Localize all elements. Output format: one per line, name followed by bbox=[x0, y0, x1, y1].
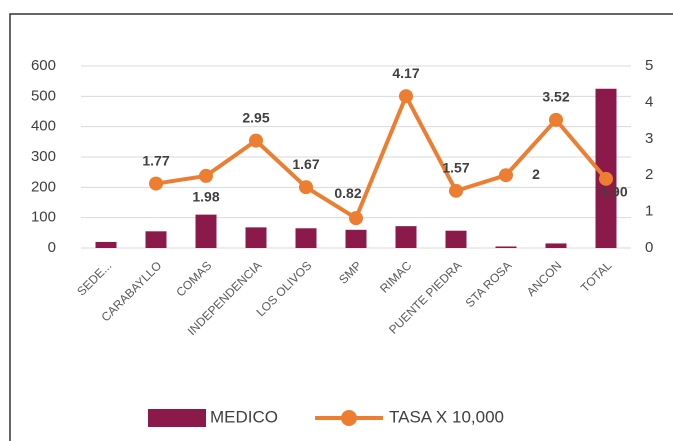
bar bbox=[545, 243, 567, 248]
value-label: 3.52 bbox=[542, 89, 569, 105]
line-marker bbox=[449, 183, 463, 198]
legend-swatch bbox=[341, 410, 357, 426]
line-marker bbox=[199, 168, 213, 183]
line-marker bbox=[249, 133, 263, 148]
bar bbox=[395, 226, 417, 248]
legend-label: TASA X 10,000 bbox=[389, 407, 504, 426]
y-tick-label: 400 bbox=[31, 118, 56, 135]
y2-tick-label: 3 bbox=[645, 130, 653, 147]
x-tick-label: STA ROSA bbox=[463, 258, 515, 310]
line bbox=[155, 94, 608, 221]
x-tick-label: SMP bbox=[336, 258, 364, 286]
x-tick-label: RIMAC bbox=[377, 258, 414, 295]
y-tick-label: 600 bbox=[31, 57, 56, 74]
y2-tick-label: 4 bbox=[645, 93, 653, 110]
line-marker bbox=[549, 112, 563, 127]
line-marker bbox=[399, 89, 413, 104]
legend-label: MEDICO bbox=[210, 407, 278, 426]
bar bbox=[345, 229, 367, 248]
bar bbox=[195, 214, 217, 248]
value-label: 4.17 bbox=[392, 65, 419, 81]
line-marker bbox=[149, 176, 163, 191]
y2-tick-label: 1 bbox=[645, 203, 653, 220]
bar bbox=[295, 228, 317, 248]
y2-tick-label: 2 bbox=[645, 166, 653, 183]
y2-tick-label: 0 bbox=[645, 239, 653, 256]
bar bbox=[245, 227, 267, 248]
value-label: 1.90 bbox=[600, 184, 627, 200]
chart-border bbox=[9, 13, 673, 441]
bar bbox=[145, 231, 167, 248]
x-tick-label: ANCON bbox=[524, 258, 565, 299]
line-marker bbox=[599, 171, 613, 186]
y-tick-label: 300 bbox=[31, 148, 56, 165]
y-tick-label: 100 bbox=[31, 209, 56, 226]
line-marker bbox=[499, 168, 513, 183]
value-label: 1.57 bbox=[442, 160, 469, 176]
value-label: 1.77 bbox=[142, 152, 169, 168]
value-label: 2.95 bbox=[242, 109, 269, 125]
value-label: 1.67 bbox=[292, 156, 319, 172]
x-tick-label: TOTAL bbox=[578, 258, 615, 295]
y2-tick-label: 5 bbox=[645, 57, 653, 74]
bar bbox=[95, 241, 117, 248]
y-tick-label: 500 bbox=[31, 87, 56, 104]
x-tick-label: COMAS bbox=[173, 258, 214, 299]
line-marker bbox=[299, 180, 313, 195]
bar bbox=[495, 246, 517, 248]
legend-swatch bbox=[148, 409, 206, 427]
y-tick-label: 0 bbox=[48, 239, 56, 256]
x-tick-label: SEDE... bbox=[74, 258, 114, 298]
bar bbox=[445, 230, 467, 248]
bar bbox=[595, 88, 617, 248]
value-label: 1.98 bbox=[192, 189, 219, 205]
value-label: 2 bbox=[532, 166, 540, 182]
y-tick-label: 200 bbox=[31, 178, 56, 195]
line-marker bbox=[349, 211, 363, 226]
value-label: 0.82 bbox=[334, 185, 361, 201]
